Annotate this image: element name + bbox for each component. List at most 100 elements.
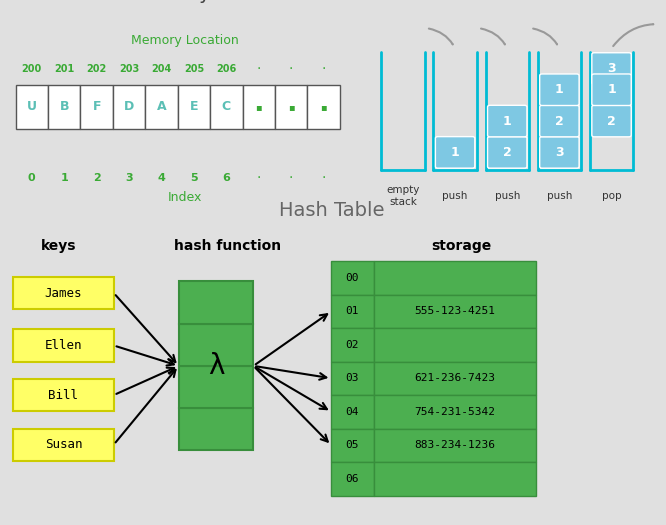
Bar [332, 395, 374, 428]
Text: 4: 4 [158, 173, 165, 183]
Text: 02: 02 [346, 340, 359, 350]
FancyArrowPatch shape [429, 28, 453, 44]
Bar [13, 330, 114, 362]
Text: ▪: ▪ [256, 102, 262, 112]
Bar [374, 462, 536, 496]
Text: F: F [93, 100, 101, 113]
Bar [374, 428, 536, 462]
FancyBboxPatch shape [539, 106, 579, 137]
Text: push: push [442, 191, 468, 201]
Text: 3: 3 [607, 62, 616, 75]
Bar [13, 379, 114, 411]
Text: 04: 04 [346, 407, 359, 417]
Text: 00: 00 [346, 273, 359, 283]
Text: 3: 3 [555, 146, 563, 159]
Text: ·: · [256, 171, 261, 185]
Bar [242, 85, 275, 129]
Bar [332, 295, 374, 328]
Text: storage: storage [431, 239, 492, 254]
Text: Array: Array [159, 0, 211, 3]
Text: B: B [59, 100, 69, 113]
FancyArrowPatch shape [533, 28, 557, 44]
Text: 03: 03 [346, 373, 359, 383]
Bar [374, 261, 536, 295]
Text: 1: 1 [451, 146, 460, 159]
Text: 2: 2 [555, 114, 563, 128]
Text: 3: 3 [125, 173, 133, 183]
Text: James: James [45, 287, 82, 300]
Text: 01: 01 [346, 306, 359, 316]
Text: ·: · [289, 171, 293, 185]
Text: U: U [27, 100, 37, 113]
Text: 754-231-5342: 754-231-5342 [414, 407, 496, 417]
Text: keys: keys [41, 239, 77, 254]
Text: E: E [190, 100, 198, 113]
Text: ·: · [289, 61, 293, 76]
Text: 0: 0 [28, 173, 35, 183]
Bar [15, 85, 48, 129]
Bar [178, 366, 253, 408]
FancyArrowPatch shape [613, 24, 653, 46]
Bar [210, 85, 242, 129]
Text: ▪: ▪ [288, 102, 294, 112]
Text: 883-234-1236: 883-234-1236 [414, 440, 496, 450]
Bar [374, 362, 536, 395]
Text: Susan: Susan [45, 438, 82, 451]
Text: 205: 205 [184, 64, 204, 74]
Bar [374, 295, 536, 328]
Text: hash function: hash function [174, 239, 281, 254]
Bar [48, 85, 81, 129]
Bar [332, 462, 374, 496]
Bar [178, 323, 253, 366]
Text: Stack: Stack [488, 0, 541, 3]
Text: 203: 203 [119, 64, 139, 74]
FancyBboxPatch shape [488, 106, 527, 137]
Bar [113, 85, 145, 129]
Text: Ellen: Ellen [45, 339, 82, 352]
FancyBboxPatch shape [592, 106, 631, 137]
Text: 2: 2 [607, 114, 616, 128]
Text: ·: · [256, 61, 261, 76]
Bar [374, 328, 536, 362]
FancyBboxPatch shape [539, 74, 579, 106]
Text: 2: 2 [503, 146, 511, 159]
Text: 06: 06 [346, 474, 359, 484]
Text: push: push [547, 191, 572, 201]
Text: Index: Index [168, 191, 202, 204]
Bar [332, 428, 374, 462]
Text: 204: 204 [151, 64, 172, 74]
Text: 05: 05 [346, 440, 359, 450]
Bar [13, 428, 114, 460]
FancyBboxPatch shape [592, 52, 631, 85]
FancyBboxPatch shape [436, 136, 475, 168]
Text: 1: 1 [61, 173, 68, 183]
Bar [178, 281, 253, 323]
Text: pop: pop [601, 191, 621, 201]
Text: push: push [495, 191, 520, 201]
Text: Memory Location: Memory Location [131, 34, 238, 47]
Bar [275, 85, 308, 129]
Bar [332, 362, 374, 395]
Text: C: C [222, 100, 231, 113]
Text: 621-236-7423: 621-236-7423 [414, 373, 496, 383]
FancyBboxPatch shape [539, 136, 579, 168]
Text: A: A [157, 100, 166, 113]
Text: ·: · [322, 61, 326, 76]
Text: 206: 206 [216, 64, 236, 74]
Bar [145, 85, 178, 129]
Bar [178, 408, 253, 450]
Text: λ: λ [208, 352, 224, 380]
Text: Bill: Bill [49, 388, 79, 402]
Text: 1: 1 [555, 83, 563, 96]
Bar [308, 85, 340, 129]
Text: 1: 1 [607, 83, 616, 96]
Text: ▪: ▪ [320, 102, 327, 112]
Text: Hash Table: Hash Table [278, 202, 384, 220]
Text: 6: 6 [222, 173, 230, 183]
Text: 202: 202 [87, 64, 107, 74]
Bar [13, 277, 114, 309]
FancyArrowPatch shape [481, 28, 505, 44]
Text: 1: 1 [503, 114, 511, 128]
Text: ·: · [322, 171, 326, 185]
FancyBboxPatch shape [488, 136, 527, 168]
